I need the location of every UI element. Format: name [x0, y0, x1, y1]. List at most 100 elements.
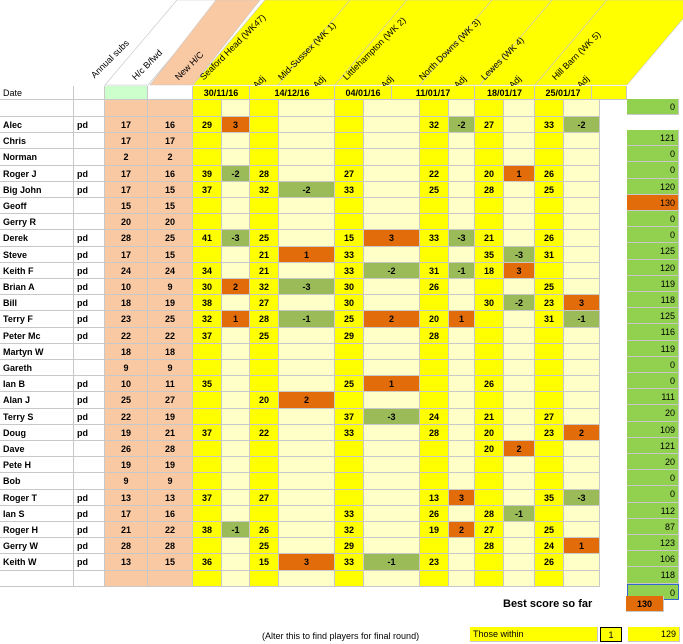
player-adj[interactable]: [504, 182, 535, 198]
player-score[interactable]: [535, 263, 564, 279]
player-name[interactable]: Gerry W: [0, 538, 74, 554]
player-adj[interactable]: -2: [222, 166, 250, 182]
player-score[interactable]: [535, 328, 564, 344]
player-score[interactable]: [335, 490, 364, 506]
player-subs[interactable]: [74, 457, 105, 473]
player-adj[interactable]: [449, 279, 475, 295]
player-score[interactable]: [420, 344, 449, 360]
blank-newhc[interactable]: [148, 571, 193, 587]
spacer-adj-3[interactable]: [449, 100, 475, 117]
player-adj[interactable]: [364, 247, 420, 263]
player-score[interactable]: [335, 344, 364, 360]
player-adj[interactable]: 2: [279, 392, 335, 409]
player-score[interactable]: 35: [193, 376, 222, 392]
player-score[interactable]: [193, 409, 222, 425]
player-total[interactable]: 0: [627, 373, 679, 389]
player-subs[interactable]: pd: [74, 230, 105, 247]
player-adj[interactable]: [564, 376, 600, 392]
player-adj[interactable]: [279, 198, 335, 214]
player-name[interactable]: Alan J: [0, 392, 74, 409]
player-adj[interactable]: [564, 149, 600, 166]
player-score[interactable]: [193, 506, 222, 522]
player-adj[interactable]: [364, 295, 420, 311]
player-adj[interactable]: [364, 425, 420, 441]
player-adj[interactable]: [222, 198, 250, 214]
player-score[interactable]: 37: [335, 409, 364, 425]
player-adj[interactable]: [449, 214, 475, 230]
player-name[interactable]: Big John: [0, 182, 74, 198]
player-adj[interactable]: [279, 166, 335, 182]
player-adj[interactable]: [364, 490, 420, 506]
player-score[interactable]: 30: [335, 279, 364, 295]
player-score[interactable]: [535, 441, 564, 457]
player-adj[interactable]: [364, 522, 420, 538]
player-adj[interactable]: -2: [449, 117, 475, 133]
player-new-hc[interactable]: 19: [148, 409, 193, 425]
player-hc-bfwd[interactable]: 20: [105, 214, 148, 230]
player-new-hc[interactable]: 19: [148, 457, 193, 473]
course-date-5[interactable]: 25/01/17: [535, 86, 592, 100]
player-total[interactable]: 111: [627, 389, 679, 405]
player-score[interactable]: [250, 117, 279, 133]
player-adj[interactable]: [364, 133, 420, 149]
player-score[interactable]: 27: [250, 295, 279, 311]
player-adj[interactable]: [449, 198, 475, 214]
player-score[interactable]: [335, 392, 364, 409]
player-name[interactable]: Gareth: [0, 360, 74, 376]
player-adj[interactable]: [222, 133, 250, 149]
player-score[interactable]: [475, 554, 504, 571]
player-score[interactable]: [250, 344, 279, 360]
player-adj[interactable]: [564, 441, 600, 457]
player-score[interactable]: 13: [420, 490, 449, 506]
player-score[interactable]: 33: [420, 230, 449, 247]
player-subs[interactable]: [74, 473, 105, 490]
spacer-name[interactable]: [0, 100, 74, 117]
player-new-hc[interactable]: 17: [148, 133, 193, 149]
player-adj[interactable]: 3: [564, 295, 600, 311]
player-adj[interactable]: [504, 149, 535, 166]
player-score[interactable]: [193, 247, 222, 263]
player-score[interactable]: 35: [535, 490, 564, 506]
player-hc-bfwd[interactable]: 13: [105, 490, 148, 506]
player-score[interactable]: [420, 214, 449, 230]
player-adj[interactable]: [449, 328, 475, 344]
player-adj[interactable]: [279, 263, 335, 279]
player-score[interactable]: [335, 133, 364, 149]
player-adj[interactable]: [564, 133, 600, 149]
blank-score-3[interactable]: [420, 571, 449, 587]
player-score[interactable]: 28: [420, 328, 449, 344]
player-score[interactable]: 29: [335, 538, 364, 554]
player-adj[interactable]: 2: [564, 425, 600, 441]
player-score[interactable]: 38: [193, 522, 222, 538]
player-score[interactable]: [475, 473, 504, 490]
player-score[interactable]: [250, 506, 279, 522]
player-adj[interactable]: -1: [222, 522, 250, 538]
player-score[interactable]: [535, 473, 564, 490]
player-score[interactable]: [193, 457, 222, 473]
player-total[interactable]: 87: [627, 519, 679, 535]
player-subs[interactable]: pd: [74, 538, 105, 554]
player-new-hc[interactable]: 16: [148, 166, 193, 182]
player-adj[interactable]: [222, 214, 250, 230]
player-score[interactable]: [335, 149, 364, 166]
player-adj[interactable]: [504, 490, 535, 506]
player-adj[interactable]: -3: [364, 409, 420, 425]
player-adj[interactable]: [222, 376, 250, 392]
player-adj[interactable]: [279, 149, 335, 166]
player-adj[interactable]: [222, 538, 250, 554]
player-adj[interactable]: [279, 409, 335, 425]
player-name[interactable]: Keith F: [0, 263, 74, 279]
player-subs[interactable]: pd: [74, 392, 105, 409]
player-new-hc[interactable]: 16: [148, 506, 193, 522]
player-subs[interactable]: pd: [74, 182, 105, 198]
player-adj[interactable]: [449, 506, 475, 522]
player-name[interactable]: Martyn W: [0, 344, 74, 360]
player-adj[interactable]: 2: [449, 522, 475, 538]
player-total[interactable]: 118: [627, 292, 679, 308]
player-adj[interactable]: [504, 279, 535, 295]
player-adj[interactable]: [564, 473, 600, 490]
player-total[interactable]: 109: [627, 422, 679, 438]
player-score[interactable]: 23: [535, 295, 564, 311]
player-adj[interactable]: [449, 247, 475, 263]
player-new-hc[interactable]: 21: [148, 425, 193, 441]
